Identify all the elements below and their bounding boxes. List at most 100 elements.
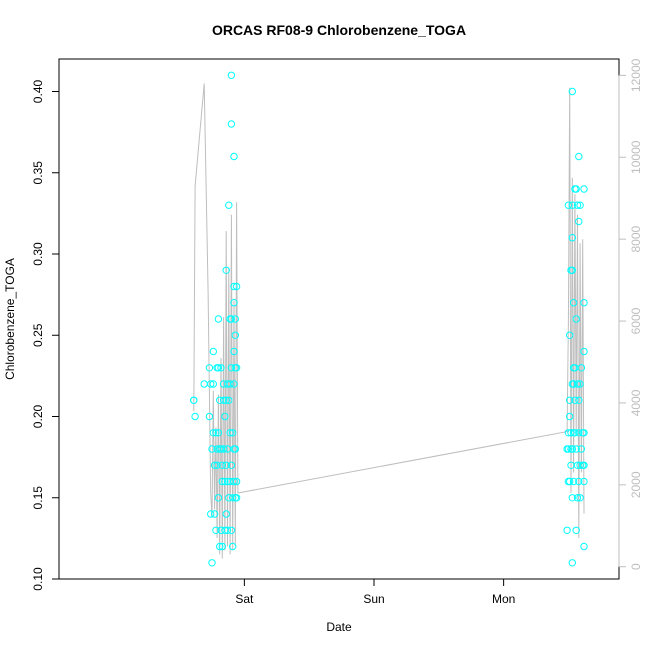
data-point xyxy=(566,396,574,404)
y2-tick-label: 6000 xyxy=(629,307,643,334)
data-point xyxy=(210,510,219,518)
data-point xyxy=(573,201,582,209)
data-point xyxy=(229,542,237,551)
data-point xyxy=(576,461,584,469)
data-point xyxy=(222,266,230,274)
data-point xyxy=(569,299,578,307)
y-tick-label: 0.20 xyxy=(31,404,45,428)
data-point xyxy=(577,364,586,372)
data-point xyxy=(232,477,241,486)
y-tick-label: 0.30 xyxy=(31,242,45,266)
data-point xyxy=(210,461,219,469)
data-point xyxy=(580,185,588,193)
data-point xyxy=(227,315,236,323)
data-point xyxy=(231,331,240,339)
data-point xyxy=(218,461,227,469)
data-point xyxy=(571,396,579,404)
data-point xyxy=(575,477,583,486)
data-point xyxy=(222,396,230,404)
data-point xyxy=(209,429,218,437)
x-axis: Sat Sun Mon xyxy=(235,578,515,606)
data-point xyxy=(222,461,230,469)
data-point xyxy=(569,477,578,486)
data-point xyxy=(205,412,214,421)
data-point xyxy=(566,412,574,421)
y-axis-label: Chlorobenzene_TOGA xyxy=(3,258,17,380)
y-tick-label: 0.40 xyxy=(31,79,45,103)
data-point xyxy=(572,185,580,193)
data-point xyxy=(218,542,227,551)
data-point xyxy=(580,299,588,307)
data-point xyxy=(576,494,584,502)
data-point xyxy=(226,429,234,437)
data-point xyxy=(568,87,576,96)
data-point xyxy=(230,347,238,356)
data-point xyxy=(230,380,238,388)
data-point xyxy=(580,461,588,469)
x-tick-label: Mon xyxy=(492,592,515,606)
x-axis-label: Date xyxy=(326,620,352,634)
data-point xyxy=(227,461,236,469)
data-point xyxy=(576,201,584,209)
data-point xyxy=(221,412,229,421)
data-point xyxy=(227,364,236,372)
data-point xyxy=(231,315,240,323)
data-point xyxy=(216,542,224,551)
y-axis: 0.10 0.15 0.20 0.25 0.30 0.35 0.40 xyxy=(31,79,60,591)
data-point xyxy=(218,477,227,486)
data-point xyxy=(212,429,220,437)
y2-tick-label: 2000 xyxy=(629,471,643,498)
data-point xyxy=(568,494,576,502)
y2-axis: 0 2000 4000 6000 8000 10000 12000 xyxy=(618,58,643,570)
data-point xyxy=(575,217,583,226)
data-point xyxy=(568,201,576,209)
data-point xyxy=(217,364,225,372)
data-point xyxy=(207,380,215,388)
data-point xyxy=(564,445,573,453)
chart-title: ORCAS RF08-9 Chlorobenzene_TOGA xyxy=(212,22,466,38)
x-tick-label: Sun xyxy=(363,592,384,606)
data-point xyxy=(573,380,582,388)
data-points-layer xyxy=(190,71,588,567)
data-point xyxy=(225,201,233,209)
data-point xyxy=(568,559,576,567)
data-point xyxy=(232,494,241,502)
y-tick-label: 0.35 xyxy=(31,161,45,185)
data-point xyxy=(576,380,584,388)
data-point xyxy=(209,380,218,388)
y-tick-label: 0.10 xyxy=(31,567,45,591)
data-point xyxy=(225,396,233,404)
data-point xyxy=(568,445,576,453)
data-point xyxy=(223,526,232,534)
data-point xyxy=(230,477,238,486)
x-tick-label: Sat xyxy=(235,592,254,606)
series-line-layer xyxy=(193,83,585,559)
series-line xyxy=(193,83,585,559)
data-point xyxy=(577,445,586,453)
data-point xyxy=(222,510,230,518)
data-point xyxy=(572,445,580,453)
data-point xyxy=(208,559,216,567)
data-point xyxy=(227,526,236,534)
data-point xyxy=(580,477,588,486)
data-point xyxy=(208,445,216,453)
data-point xyxy=(230,299,238,307)
data-point xyxy=(190,396,198,404)
data-point xyxy=(566,477,574,486)
data-point xyxy=(229,494,237,502)
data-point xyxy=(200,380,208,388)
data-point xyxy=(580,429,588,437)
data-point xyxy=(230,282,238,291)
data-point xyxy=(580,542,588,551)
data-point xyxy=(230,152,238,161)
data-point xyxy=(563,526,571,534)
data-point xyxy=(575,429,583,437)
y2-tick-label: 4000 xyxy=(629,389,643,416)
data-point xyxy=(213,461,221,469)
data-point xyxy=(566,331,574,339)
y2-tick-label: 0 xyxy=(629,563,643,570)
data-point xyxy=(580,347,588,356)
data-point xyxy=(572,315,580,323)
data-point xyxy=(207,510,215,518)
data-point xyxy=(232,282,241,291)
